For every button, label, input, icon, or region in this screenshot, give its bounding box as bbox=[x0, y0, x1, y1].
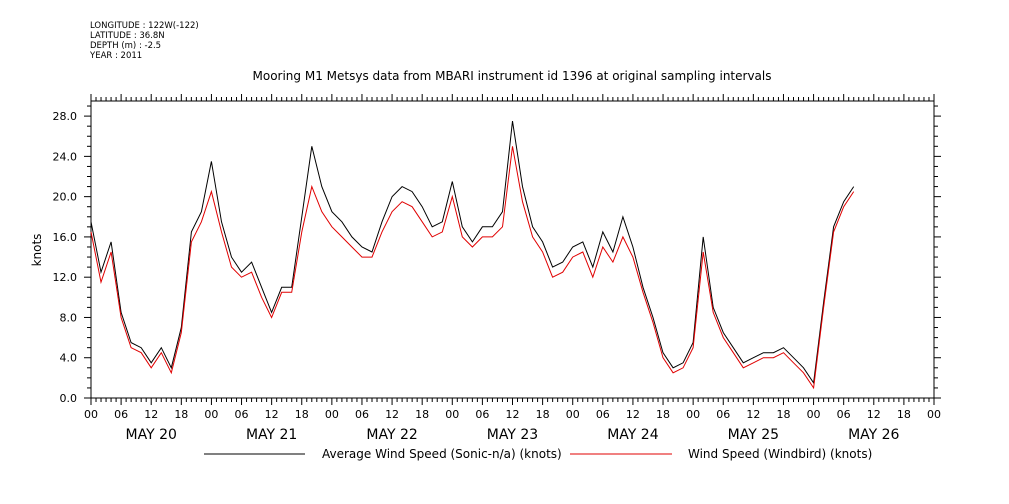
x-tick-label: 12 bbox=[867, 408, 881, 421]
legend: Average Wind Speed (Sonic-n/a) (knots) W… bbox=[204, 447, 872, 461]
y-tick-label: 16.0 bbox=[53, 231, 78, 244]
x-tick-label: 06 bbox=[114, 408, 128, 421]
axis-ticks bbox=[84, 94, 941, 405]
day-label: MAY 22 bbox=[366, 427, 417, 443]
x-tick-label: 18 bbox=[174, 408, 188, 421]
y-tick-labels: 0.0 4.0 8.0 12.0 16.0 20.0 24.0 28.0 bbox=[53, 110, 78, 405]
x-tick-label: 06 bbox=[355, 408, 369, 421]
day-label: MAY 25 bbox=[728, 427, 779, 443]
x-tick-label: 00 bbox=[686, 408, 700, 421]
x-tick-label: 12 bbox=[626, 408, 640, 421]
x-tick-label: 06 bbox=[716, 408, 730, 421]
y-tick-label: 0.0 bbox=[60, 392, 78, 405]
x-tick-label: 06 bbox=[596, 408, 610, 421]
x-tick-label: 18 bbox=[656, 408, 670, 421]
year-text: YEAR : 2011 bbox=[90, 51, 143, 61]
legend-label-windbird: Wind Speed (Windbird) (knots) bbox=[688, 447, 872, 461]
day-labels: MAY 20 MAY 21 MAY 22 MAY 23 MAY 24 MAY 25 MAY … bbox=[126, 427, 900, 443]
day-label: MAY 20 bbox=[126, 427, 177, 443]
x-tick-label: 06 bbox=[235, 408, 249, 421]
y-tick-label: 28.0 bbox=[53, 110, 78, 123]
x-tick-label: 12 bbox=[144, 408, 158, 421]
x-tick-label: 12 bbox=[385, 408, 399, 421]
x-tick-label: 12 bbox=[506, 408, 520, 421]
y-tick-label: 12.0 bbox=[53, 271, 78, 284]
x-tick-label: 18 bbox=[415, 408, 429, 421]
y-tick-label: 8.0 bbox=[60, 311, 78, 324]
series-layer bbox=[90, 121, 855, 390]
day-label: MAY 26 bbox=[848, 427, 899, 443]
x-tick-label: 18 bbox=[897, 408, 911, 421]
x-tick-label: 00 bbox=[84, 408, 98, 421]
x-tick-label: 00 bbox=[445, 408, 459, 421]
day-label: MAY 24 bbox=[607, 427, 658, 443]
x-tick-label: 12 bbox=[746, 408, 760, 421]
day-label: MAY 21 bbox=[246, 427, 297, 443]
x-tick-label: 18 bbox=[776, 408, 790, 421]
legend-label-sonic: Average Wind Speed (Sonic-n/a) (knots) bbox=[322, 447, 562, 461]
x-tick-label: 00 bbox=[927, 408, 941, 421]
latitude-text: LATITUDE : 36.8N bbox=[90, 31, 165, 41]
x-tick-label: 00 bbox=[325, 408, 339, 421]
longitude-text: LONGITUDE : 122W(-122) bbox=[90, 21, 199, 31]
x-tick-labels: 00 06 12 18 00 06 12 18 00 06 12 18 00 06 12 18 00 06 12 18… bbox=[84, 408, 941, 421]
x-tick-label: 06 bbox=[837, 408, 851, 421]
day-label: MAY 23 bbox=[487, 427, 538, 443]
series-line-sonic bbox=[90, 121, 855, 385]
series-line-windbird bbox=[90, 146, 855, 390]
x-tick-label: 12 bbox=[265, 408, 279, 421]
y-tick-label: 20.0 bbox=[53, 191, 78, 204]
x-tick-label: 18 bbox=[536, 408, 550, 421]
x-tick-label: 00 bbox=[807, 408, 821, 421]
plot-frame bbox=[90, 100, 935, 399]
y-tick-label: 24.0 bbox=[53, 150, 78, 163]
y-axis-label: knots bbox=[30, 234, 44, 267]
metadata-block: LONGITUDE : 122W(-122) LATITUDE : 36.8N … bbox=[90, 21, 199, 61]
chart-title: Mooring M1 Metsys data from MBARI instru… bbox=[253, 69, 772, 83]
y-tick-label: 4.0 bbox=[60, 352, 78, 365]
x-tick-label: 00 bbox=[566, 408, 580, 421]
x-tick-label: 00 bbox=[204, 408, 218, 421]
x-tick-label: 18 bbox=[295, 408, 309, 421]
depth-text: DEPTH (m) : -2.5 bbox=[90, 41, 162, 51]
x-tick-label: 06 bbox=[475, 408, 489, 421]
